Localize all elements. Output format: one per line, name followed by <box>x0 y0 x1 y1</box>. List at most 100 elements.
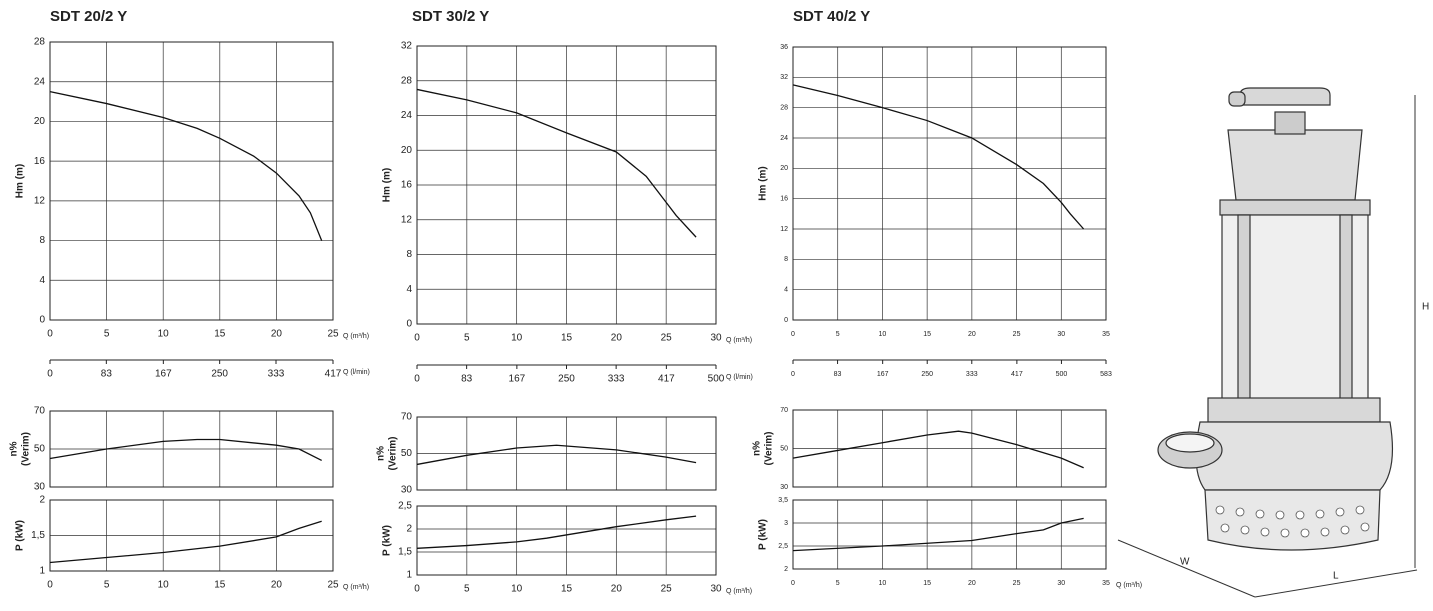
x-tick-label: 20 <box>968 331 976 338</box>
y-tick-label: 4 <box>784 287 788 294</box>
y-tick-label: 1,5 <box>31 530 45 541</box>
y-tick-label: 70 <box>34 406 46 417</box>
x-tick-label: 0 <box>791 331 795 338</box>
y-tick-label: 28 <box>780 105 788 112</box>
x-tick-label: 25 <box>1013 331 1021 338</box>
y-tick-label: 0 <box>406 319 412 330</box>
x2-tick-label: 583 <box>1100 371 1112 378</box>
x2-tick-label: 500 <box>1056 371 1068 378</box>
x-tick-label: 10 <box>879 580 887 587</box>
y-tick-label: 20 <box>401 145 413 156</box>
x-tick-label: 0 <box>47 580 53 591</box>
height-label: H <box>1422 302 1429 313</box>
x-tick-label: 5 <box>836 580 840 587</box>
x-tick-label: 15 <box>561 333 573 344</box>
y-tick-label: 1 <box>39 566 45 577</box>
x-axis-label: Q (m³/h) <box>343 333 369 340</box>
x2-tick-label: 417 <box>1011 371 1023 378</box>
y-tick-label: 0 <box>39 315 45 326</box>
x2-tick-label: 0 <box>47 369 53 380</box>
plot-frame <box>416 416 717 491</box>
y-tick-label: 16 <box>34 156 46 167</box>
y-tick-label: 4 <box>406 284 412 295</box>
y-tick-label: 4 <box>39 275 45 286</box>
y-tick-label: 36 <box>780 44 788 51</box>
y-axis-label: (Verim) <box>21 432 32 466</box>
y-tick-label: 3,5 <box>778 497 788 504</box>
x2-tick-label: 250 <box>558 374 575 385</box>
y-tick-label: 12 <box>401 214 413 225</box>
x-tick-label: 25 <box>661 333 673 344</box>
y-tick-label: 30 <box>34 482 46 493</box>
x-tick-label: 0 <box>414 584 420 595</box>
width-label: W <box>1180 557 1190 568</box>
y-tick-label: 50 <box>780 445 788 452</box>
y-tick-label: 1 <box>406 570 412 581</box>
x2-tick-label: 83 <box>101 369 113 380</box>
x-axis-label: Q (m³/h) <box>726 337 752 344</box>
y-tick-label: 2,5 <box>778 543 788 550</box>
y-tick-label: 70 <box>401 412 413 423</box>
pump-illustration <box>1117 87 1418 598</box>
x-tick-label: 5 <box>104 329 110 340</box>
x-tick-label: 10 <box>511 333 523 344</box>
x2-axis-label: Q (l/min) <box>726 374 753 381</box>
y-axis-label: n% <box>376 446 387 461</box>
y-tick-label: 2 <box>39 495 45 506</box>
y-tick-label: 32 <box>780 74 788 81</box>
x-tick-label: 5 <box>464 333 470 344</box>
plot-frame <box>792 499 1107 570</box>
x-tick-label: 5 <box>836 331 840 338</box>
x-tick-label: 10 <box>511 584 523 595</box>
x-tick-label: 20 <box>611 584 623 595</box>
x2-tick-label: 250 <box>211 369 228 380</box>
x-tick-label: 15 <box>923 331 931 338</box>
plot-frame <box>416 505 717 576</box>
plot-frame <box>49 499 334 572</box>
y-tick-label: 8 <box>406 249 412 260</box>
x2-tick-label: 0 <box>414 374 420 385</box>
y-tick-label: 70 <box>780 407 788 414</box>
x-tick-label: 20 <box>968 580 976 587</box>
y-axis-label: P (kW) <box>15 520 26 551</box>
y-axis-label: Hm (m) <box>382 168 393 202</box>
x-tick-label: 25 <box>661 584 673 595</box>
x-tick-label: 30 <box>710 584 722 595</box>
plot-frame <box>49 41 334 321</box>
x2-tick-label: 417 <box>325 369 342 380</box>
y-axis-label: P (kW) <box>758 519 769 550</box>
x-tick-label: 25 <box>327 580 339 591</box>
x-tick-label: 20 <box>611 333 623 344</box>
y-tick-label: 0 <box>784 317 788 324</box>
chart-title: SDT 20/2 Y <box>50 8 127 25</box>
x2-tick-label: 333 <box>608 374 625 385</box>
y-axis-label: P (kW) <box>382 525 393 556</box>
y-tick-label: 3 <box>784 520 788 527</box>
curve <box>792 84 1085 230</box>
y-axis-label: n% <box>9 441 20 456</box>
x-tick-label: 5 <box>464 584 470 595</box>
x-tick-label: 20 <box>271 329 283 340</box>
curve <box>792 517 1084 552</box>
y-tick-label: 12 <box>34 195 46 206</box>
y-tick-label: 12 <box>780 226 788 233</box>
x-tick-label: 0 <box>414 333 420 344</box>
curve <box>792 430 1084 469</box>
x2-tick-label: 333 <box>268 369 285 380</box>
x-tick-label: 35 <box>1102 331 1110 338</box>
x2-tick-label: 167 <box>509 374 526 385</box>
y-axis-label: (Verim) <box>764 432 775 466</box>
curve <box>416 444 697 466</box>
y-tick-label: 16 <box>401 180 413 191</box>
plot-frame <box>416 45 717 325</box>
x-axis-label: Q (m³/h) <box>1116 582 1142 589</box>
x-tick-label: 15 <box>923 580 931 587</box>
y-tick-label: 20 <box>780 165 788 172</box>
y-tick-label: 32 <box>401 41 413 52</box>
x2-tick-label: 167 <box>155 369 172 380</box>
x-tick-label: 10 <box>158 580 170 591</box>
x2-tick-label: 0 <box>791 371 795 378</box>
x-tick-label: 15 <box>214 329 226 340</box>
curve <box>49 520 322 564</box>
